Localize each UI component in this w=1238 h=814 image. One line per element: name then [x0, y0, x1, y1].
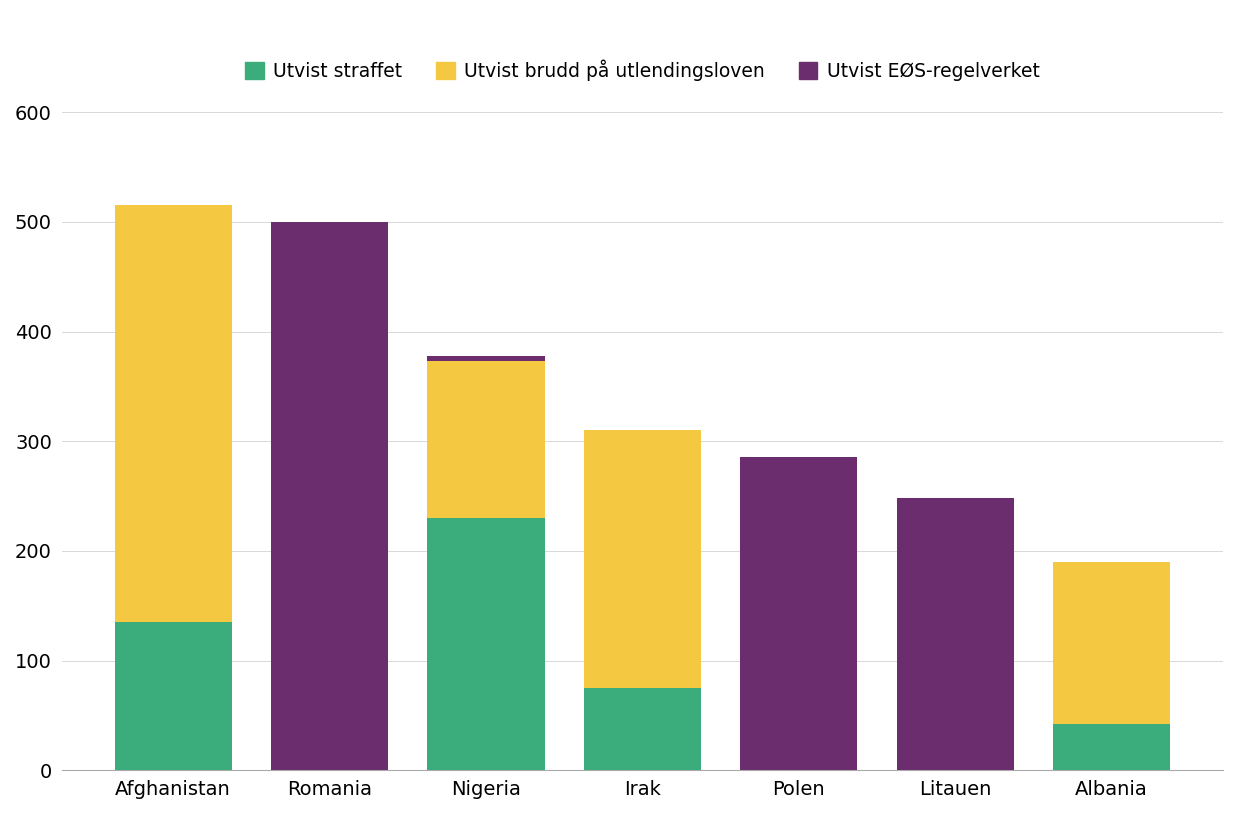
- Bar: [427, 356, 545, 361]
- Bar: [427, 518, 545, 770]
- Bar: [583, 431, 701, 688]
- Bar: [1052, 724, 1170, 770]
- Bar: [271, 222, 389, 770]
- Bar: [1052, 562, 1170, 724]
- Legend: Utvist straffet, Utvist brudd på utlendingsloven, Utvist EØS-regelverket: Utvist straffet, Utvist brudd på utlendi…: [238, 52, 1047, 89]
- Bar: [896, 498, 1014, 770]
- Bar: [583, 688, 701, 770]
- Bar: [427, 361, 545, 518]
- Bar: [740, 457, 858, 770]
- Bar: [114, 205, 232, 622]
- Bar: [114, 622, 232, 770]
